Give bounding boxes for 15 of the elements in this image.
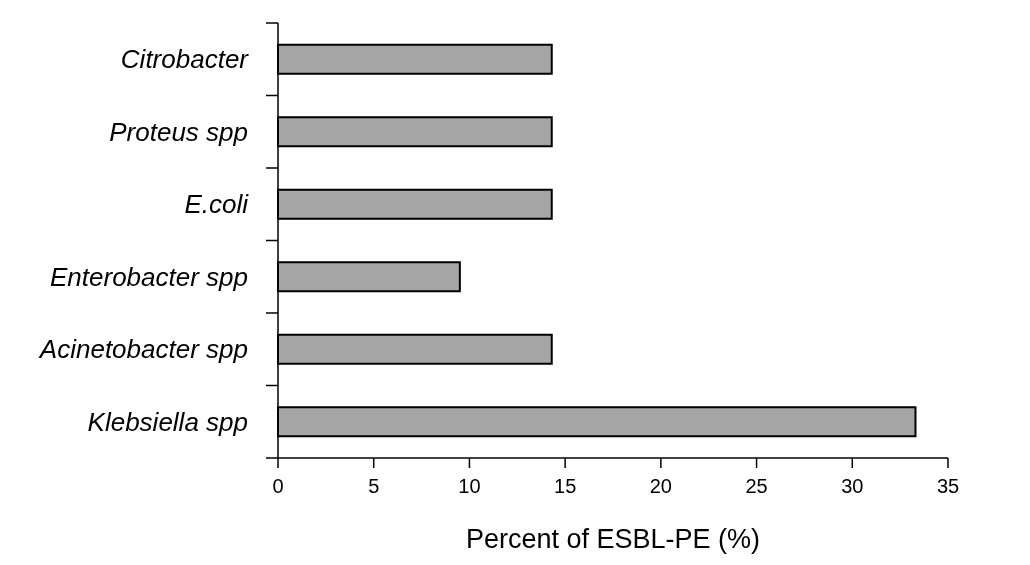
x-tick-label: 0 — [272, 475, 284, 497]
y-tick-label: E.coli — [184, 189, 250, 220]
x-tick-label: 15 — [554, 475, 577, 497]
x-axis-title: Percent of ESBL-PE (%) — [465, 524, 761, 554]
x-tick-label: 5 — [368, 475, 380, 497]
y-tick-label: Klebsiella spp — [87, 406, 248, 437]
x-tick-label: 20 — [649, 475, 672, 497]
y-tick-label: Citrobacter — [120, 44, 250, 75]
x-tick-label: 10 — [458, 475, 481, 497]
x-tick-label: 30 — [841, 475, 864, 497]
y-tick-label: Enterobacter spp — [49, 261, 248, 292]
y-tick-label: Acinetobacter spp — [37, 334, 248, 365]
x-tick-label: 35 — [936, 475, 960, 497]
y-tick-label: Proteus spp — [109, 116, 248, 147]
x-tick-label: 25 — [745, 475, 768, 497]
